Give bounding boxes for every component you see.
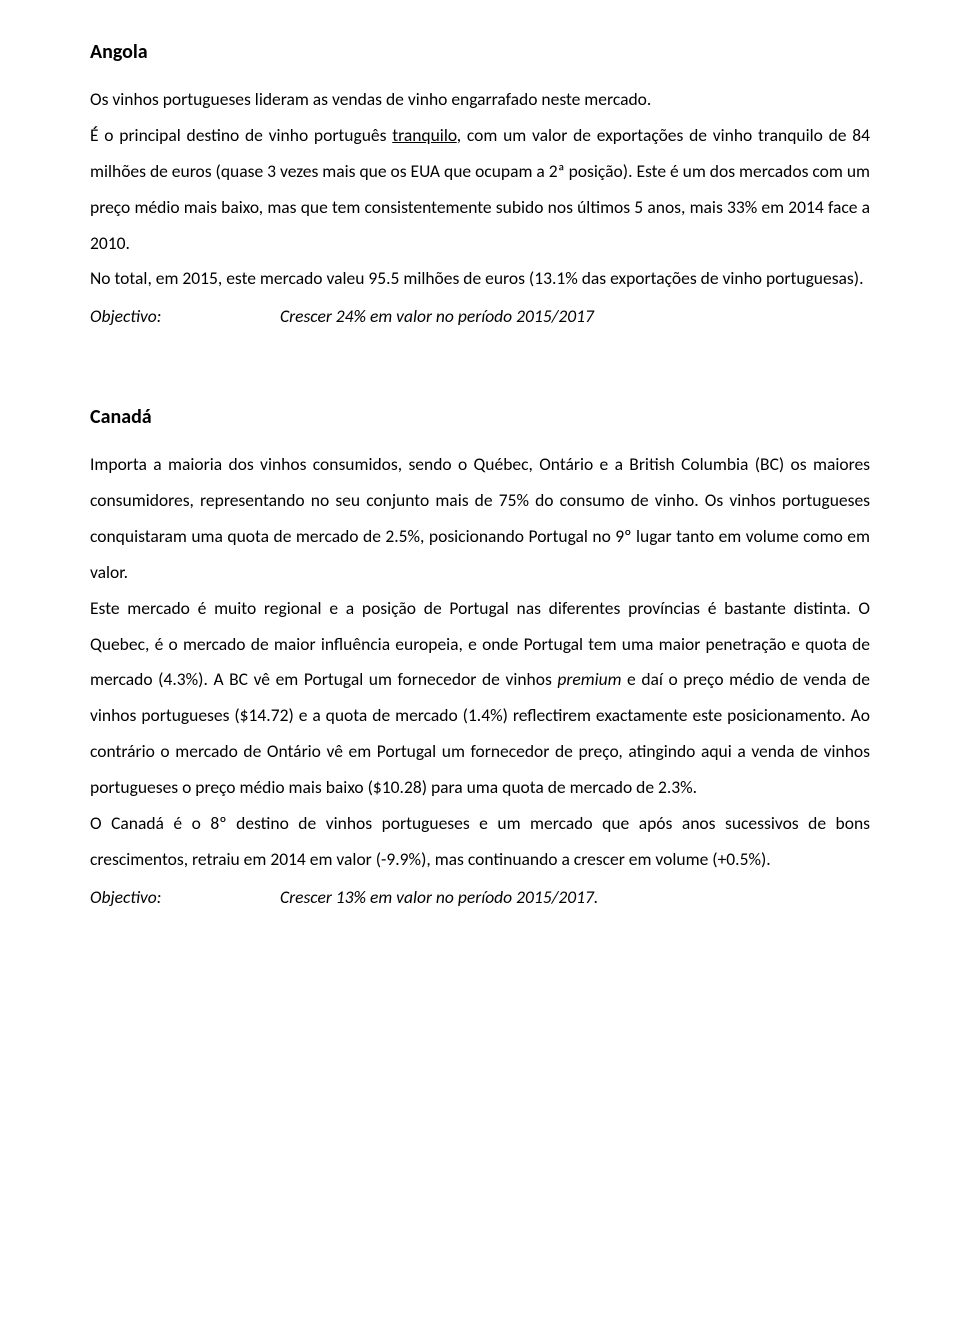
angola-objective-text: Crescer 24% em valor no período 2015/201…	[280, 299, 594, 335]
angola-paragraph-3: No total, em 2015, este mercado valeu 95…	[90, 261, 870, 297]
angola-p2-a: É o principal destino de vinho português	[90, 124, 392, 146]
canada-paragraph-1: Importa a maioria dos vinhos consumidos,…	[90, 447, 870, 591]
canada-paragraph-2: Este mercado é muito regional e a posiçã…	[90, 591, 870, 806]
angola-paragraph-1: Os vinhos portugueses lideram as vendas …	[90, 82, 870, 118]
canada-p3-text: O Canadá é o 8º destino de vinhos portug…	[90, 812, 870, 870]
angola-heading: Angola	[90, 40, 870, 64]
angola-objective-label: Objectivo:	[90, 299, 200, 335]
angola-p1-text: Os vinhos portugueses lideram as vendas …	[90, 88, 651, 110]
canada-p2-em: premium	[557, 668, 621, 690]
section-gap	[90, 335, 870, 405]
canada-paragraph-3: O Canadá é o 8º destino de vinhos portug…	[90, 806, 870, 878]
canada-objective-label: Objectivo:	[90, 880, 200, 916]
canada-heading: Canadá	[90, 405, 870, 429]
angola-p2-underlined: tranquilo	[392, 124, 457, 146]
canada-p1-text: Importa a maioria dos vinhos consumidos,…	[90, 453, 870, 583]
angola-paragraph-2: É o principal destino de vinho português…	[90, 118, 870, 262]
canada-objective-text: Crescer 13% em valor no período 2015/201…	[280, 880, 598, 916]
angola-p3-text: No total, em 2015, este mercado valeu 95…	[90, 267, 864, 289]
angola-objective-row: Objectivo: Crescer 24% em valor no perío…	[90, 299, 870, 335]
canada-objective-row: Objectivo: Crescer 13% em valor no perío…	[90, 880, 870, 916]
